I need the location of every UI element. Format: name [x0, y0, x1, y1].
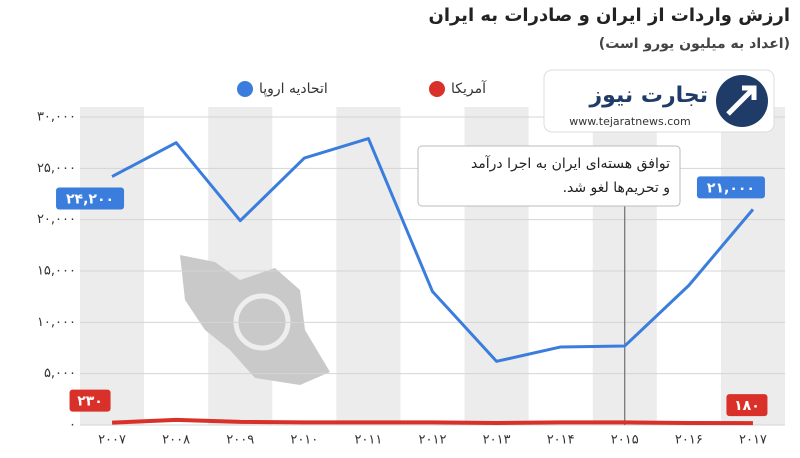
value-label: ۲۱,۰۰۰ [707, 180, 755, 196]
map-decoration [180, 255, 330, 385]
y-tick-label: ۵,۰۰۰ [44, 366, 76, 381]
value-label-box [726, 394, 768, 417]
legend-marker [237, 81, 253, 97]
x-tick-label: ۲۰۱۶ [675, 433, 703, 448]
value-label-box [696, 176, 765, 199]
logo-arrow [726, 85, 757, 116]
chart-title: ارزش واردات از ایران و صادرات به ایران [428, 5, 790, 26]
x-tick-label: ۲۰۱۱ [354, 433, 382, 448]
x-tick-label: ۲۰۰۸ [162, 433, 190, 448]
x-tick-label: ۲۰۱۴ [547, 433, 575, 448]
series-line [111, 137, 755, 363]
legend-label: اتحادیه اروپا [259, 81, 328, 97]
annotation-box [417, 145, 681, 207]
x-tick-label: ۲۰۰۷ [98, 433, 126, 448]
logo-box [543, 69, 775, 133]
value-label-box [69, 389, 111, 412]
y-tick-label: ۳۰,۰۰۰ [37, 110, 76, 125]
y-tick-label: ۲۵,۰۰۰ [37, 161, 76, 176]
y-tick-label: ۰ [69, 418, 76, 433]
column-band [80, 107, 145, 425]
series-line [111, 417, 753, 426]
x-tick-label: ۲۰۱۲ [419, 433, 447, 448]
logo-url: www.tejaratnews.com [569, 115, 690, 128]
x-tick-label: ۲۰۰۹ [226, 433, 254, 448]
value-label-box [56, 187, 125, 210]
logo: تجارت نیوز www.tejaratnews.com [543, 69, 775, 133]
x-tick-label: ۲۰۱۵ [611, 433, 639, 448]
x-tick-label: ۲۰۱۷ [739, 433, 767, 448]
value-label: ۱۸۰ [734, 398, 760, 414]
y-tick-label: ۱۰,۰۰۰ [37, 315, 76, 330]
value-label: ۲۳۰ [77, 394, 103, 410]
annotation-text: و تحریم‌ها لغو شد. [563, 180, 670, 196]
x-tick-label: ۲۰۱۳ [483, 433, 511, 448]
legend-label: آمریکا [451, 80, 487, 97]
chart-subtitle: (اعداد به میلیون یورو است) [599, 36, 790, 52]
y-tick-label: ۲۰,۰۰۰ [37, 212, 76, 227]
column-band [336, 107, 401, 425]
y-tick-label: ۱۵,۰۰۰ [37, 264, 76, 279]
annotation-text: توافق هسته‌ای ایران به اجرا درآمد [471, 155, 670, 172]
column-band [720, 107, 785, 425]
legend-marker [429, 81, 445, 97]
logo-name: تجارت نیوز [588, 83, 708, 108]
x-tick-label: ۲۰۱۰ [290, 433, 318, 448]
value-label: ۲۴,۲۰۰ [66, 192, 114, 208]
